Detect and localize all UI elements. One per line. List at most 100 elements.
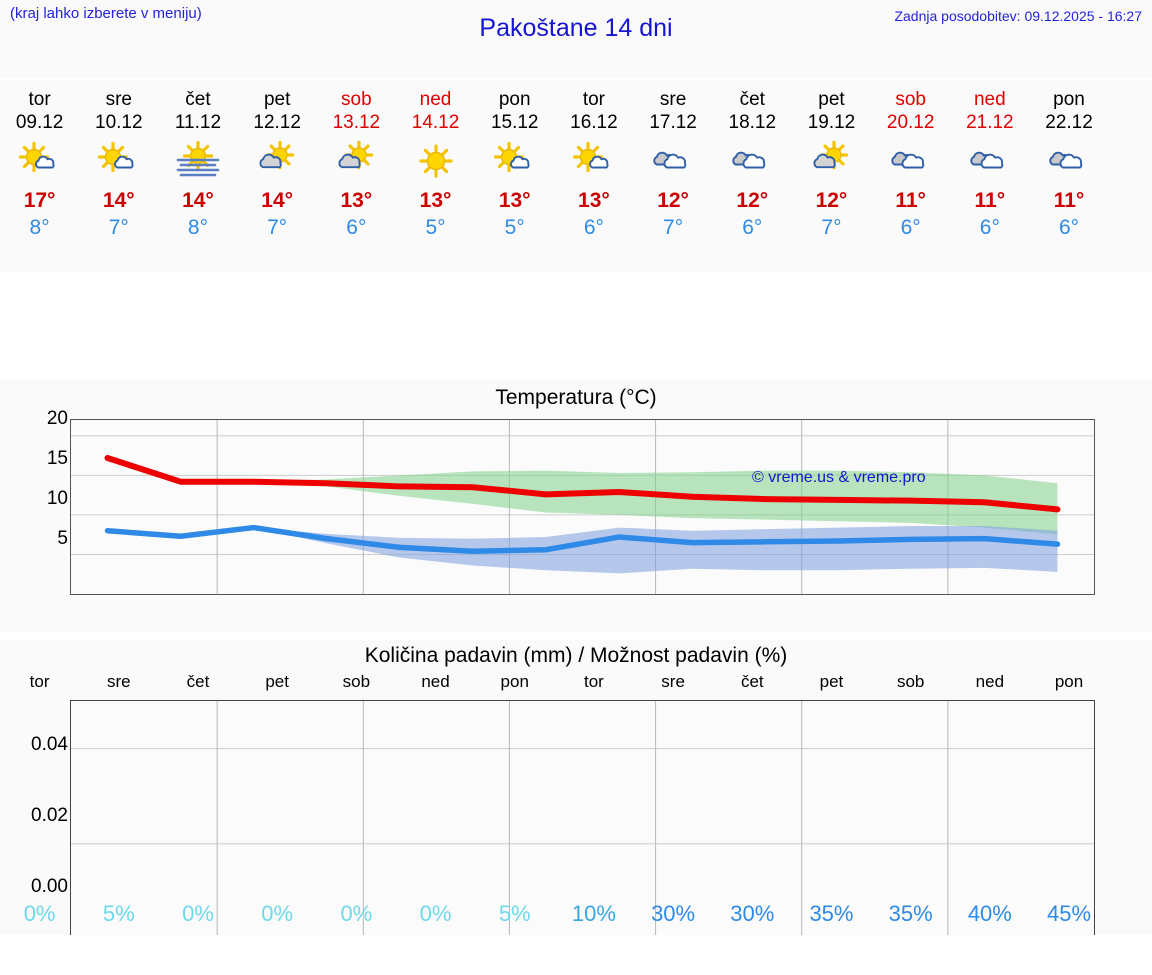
spacer bbox=[0, 272, 1152, 380]
forecast-day-column[interactable]: pon 15.12 13° 5° bbox=[475, 80, 554, 272]
precipitation-plot-area bbox=[70, 700, 1095, 940]
forecast-temp-min: 6° bbox=[979, 216, 1000, 239]
forecast-temp-min: 6° bbox=[742, 216, 763, 239]
precip-probability-value: 40% bbox=[967, 901, 1012, 926]
forecast-day-date: 10.12 bbox=[95, 112, 143, 133]
temperature-chart: Temperatura (°C) 20 15 10 5 bbox=[0, 380, 1152, 632]
forecast-temp-max: 12° bbox=[736, 189, 769, 212]
cloud-sun-icon bbox=[254, 137, 300, 185]
forecast-day-column[interactable]: pet 12.12 14° 7° bbox=[238, 80, 317, 272]
forecast-temp-max: 13° bbox=[578, 189, 610, 212]
forecast-day-name: pon bbox=[498, 89, 531, 110]
precip-probability-value: 0% bbox=[23, 901, 56, 926]
overcast-icon bbox=[650, 137, 696, 185]
forecast-temp-min: 6° bbox=[1058, 216, 1080, 239]
forecast-day-column[interactable]: ned 14.12 13° 5° bbox=[396, 80, 475, 272]
forecast-day-date: 14.12 bbox=[411, 112, 460, 133]
sun-small-cloud-icon bbox=[96, 137, 142, 185]
forecast-day-date: 19.12 bbox=[807, 112, 856, 133]
forecast-temp-min: 6° bbox=[583, 216, 604, 239]
precip-day-label: tor bbox=[29, 672, 50, 691]
precip-day-label: tor bbox=[583, 672, 604, 691]
forecast-day-date: 12.12 bbox=[253, 112, 301, 133]
precip-day-label: pet bbox=[819, 672, 844, 691]
cloud-sun-icon bbox=[333, 137, 379, 185]
temp-y-tick-5: 5 bbox=[57, 528, 68, 549]
copyright-label: © vreme.us & vreme.pro bbox=[752, 469, 926, 486]
forecast-day-column[interactable]: čet 18.12 12° 6° bbox=[713, 80, 792, 272]
forecast-day-column[interactable]: sre 10.12 14° 7° bbox=[79, 80, 158, 272]
forecast-day-column[interactable]: sre 17.12 12° 7° bbox=[634, 80, 713, 272]
forecast-day-name: čet bbox=[185, 89, 211, 110]
precip-y-tick-004: 0.04 bbox=[31, 734, 68, 755]
overcast-icon bbox=[1046, 137, 1092, 185]
precip-day-label: ned bbox=[421, 672, 450, 691]
temperature-plot-svg bbox=[71, 420, 1094, 594]
forecast-day-name: pet bbox=[263, 89, 291, 110]
forecast-day-date: 15.12 bbox=[490, 112, 539, 133]
forecast-temp-min: 7° bbox=[663, 216, 684, 239]
forecast-temp-max: 11° bbox=[974, 189, 1006, 212]
forecast-day-column[interactable]: pet 19.12 12° 7° bbox=[792, 80, 871, 272]
page-title: Pakoštane 14 dni bbox=[479, 14, 673, 42]
precip-day-label: pon bbox=[500, 672, 529, 691]
precip-day-label: ned bbox=[975, 672, 1005, 691]
forecast-temp-max: 17° bbox=[23, 189, 56, 212]
precip-probability-value: 5% bbox=[498, 901, 531, 926]
temp-y-tick-15: 15 bbox=[46, 448, 68, 469]
forecast-temp-max: 14° bbox=[182, 189, 214, 212]
forecast-day-date: 21.12 bbox=[966, 112, 1014, 133]
forecast-day-column[interactable]: tor 09.12 17° 8° bbox=[0, 80, 79, 272]
precip-day-label: čet bbox=[186, 672, 210, 691]
precip-day-label: pet bbox=[265, 672, 289, 691]
forecast-day-date: 09.12 bbox=[15, 112, 64, 133]
precip-probability-value: 5% bbox=[102, 901, 135, 926]
precip-day-label: sre bbox=[106, 672, 131, 691]
page-footer bbox=[0, 935, 1152, 975]
sun-small-cloud-icon bbox=[571, 137, 617, 185]
forecast-day-name: sre bbox=[105, 89, 132, 110]
precip-probability-value: 35% bbox=[888, 901, 933, 926]
forecast-day-date: 13.12 bbox=[332, 112, 381, 133]
forecast-temp-max: 13° bbox=[498, 189, 531, 212]
forecast-day-date: 11.12 bbox=[174, 112, 222, 133]
last-update-label: Zadnja posodobitev: 09.12.2025 - 16:27 bbox=[894, 8, 1142, 24]
forecast-day-column[interactable]: ned 21.12 11° 6° bbox=[950, 80, 1029, 272]
temp-y-tick-20: 20 bbox=[46, 408, 68, 429]
forecast-day-column[interactable]: tor 16.12 13° 6° bbox=[554, 80, 633, 272]
precip-probability-value: 0% bbox=[419, 901, 452, 926]
forecast-day-name: sob bbox=[341, 89, 372, 110]
forecast-temp-max: 11° bbox=[895, 189, 926, 212]
sun-fog-icon bbox=[175, 137, 221, 185]
sun-small-cloud-icon bbox=[492, 137, 538, 185]
forecast-day-name: čet bbox=[739, 89, 765, 110]
precip-probability-value: 0% bbox=[340, 901, 373, 926]
precip-day-label: pon bbox=[1054, 672, 1084, 691]
forecast-day-date: 16.12 bbox=[570, 112, 618, 133]
forecast-day-name: tor bbox=[28, 89, 51, 110]
precip-day-label: sob bbox=[896, 672, 925, 691]
forecast-temp-min: 5° bbox=[504, 216, 525, 239]
precip-probability-value: 45% bbox=[1047, 901, 1092, 926]
forecast-temp-min: 8° bbox=[187, 216, 208, 239]
forecast-day-column[interactable]: pon 22.12 11° 6° bbox=[1029, 80, 1108, 272]
forecast-day-name: sre bbox=[659, 89, 687, 110]
forecast-day-date: 20.12 bbox=[886, 112, 935, 133]
forecast-temp-min: 7° bbox=[267, 216, 288, 239]
forecast-temp-min: 8° bbox=[29, 216, 50, 239]
precip-day-labels: tor sre čet pet sob ned pon tor sre čet pet sob ned p… bbox=[0, 672, 1152, 696]
sun-icon bbox=[413, 137, 459, 185]
forecast-temp-max: 12° bbox=[657, 189, 689, 212]
forecast-day-column[interactable]: sob 20.12 11° 6° bbox=[871, 80, 950, 272]
temperature-plot-area bbox=[70, 419, 1095, 595]
menu-hint: (kraj lahko izberete v meniju) bbox=[10, 5, 202, 22]
precip-probability-value: 0% bbox=[182, 901, 214, 926]
temperature-chart-title: Temperatura (°C) bbox=[495, 386, 657, 409]
forecast-temp-max: 11° bbox=[1053, 189, 1085, 212]
precip-y-tick-000: 0.00 bbox=[31, 876, 68, 897]
forecast-day-column[interactable]: čet 11.12 14° 8° bbox=[158, 80, 237, 272]
forecast-day-column[interactable]: sob 13.12 13° 6° bbox=[317, 80, 396, 272]
forecast-temp-min: 6° bbox=[900, 216, 921, 239]
precip-day-label: čet bbox=[740, 672, 764, 691]
forecast-temp-max: 13° bbox=[340, 189, 373, 212]
